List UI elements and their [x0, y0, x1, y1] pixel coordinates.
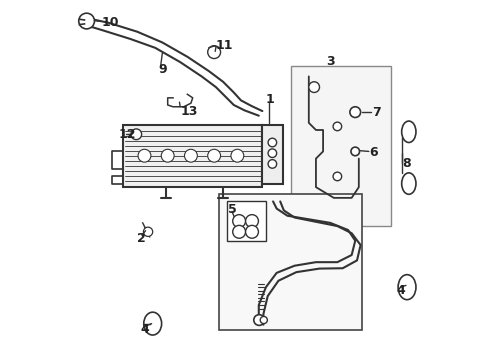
Text: 13: 13	[180, 104, 197, 118]
Text: 1: 1	[265, 93, 274, 106]
Text: 9: 9	[158, 63, 166, 76]
Text: 6: 6	[369, 146, 377, 159]
Circle shape	[138, 149, 151, 162]
Circle shape	[161, 149, 174, 162]
Circle shape	[143, 227, 152, 237]
Circle shape	[207, 46, 220, 59]
Bar	[226, 202, 265, 241]
Circle shape	[207, 149, 220, 162]
Text: 12: 12	[119, 128, 136, 141]
Circle shape	[131, 129, 142, 140]
Circle shape	[245, 215, 258, 228]
Circle shape	[232, 225, 245, 238]
Circle shape	[79, 13, 94, 29]
Circle shape	[332, 122, 341, 131]
Text: 3: 3	[326, 55, 335, 68]
Text: 2: 2	[137, 233, 146, 246]
Text: 5: 5	[228, 203, 237, 216]
Circle shape	[349, 107, 360, 117]
Bar	[261, 125, 283, 184]
Text: 10: 10	[102, 15, 119, 28]
Circle shape	[332, 172, 341, 181]
Bar	[219, 194, 362, 330]
Circle shape	[232, 215, 245, 228]
Circle shape	[267, 138, 276, 147]
Circle shape	[184, 149, 197, 162]
Circle shape	[260, 316, 267, 324]
Circle shape	[267, 159, 276, 168]
Text: 4: 4	[395, 284, 404, 297]
Circle shape	[350, 147, 359, 156]
Circle shape	[267, 149, 276, 157]
Circle shape	[230, 149, 244, 162]
Circle shape	[253, 315, 264, 325]
Circle shape	[245, 225, 258, 238]
Circle shape	[308, 82, 319, 93]
Text: 11: 11	[216, 39, 233, 52]
Text: 7: 7	[371, 105, 380, 119]
Text: 4: 4	[141, 323, 149, 336]
Bar	[123, 125, 262, 187]
Text: 8: 8	[402, 157, 410, 170]
Bar	[290, 66, 390, 226]
